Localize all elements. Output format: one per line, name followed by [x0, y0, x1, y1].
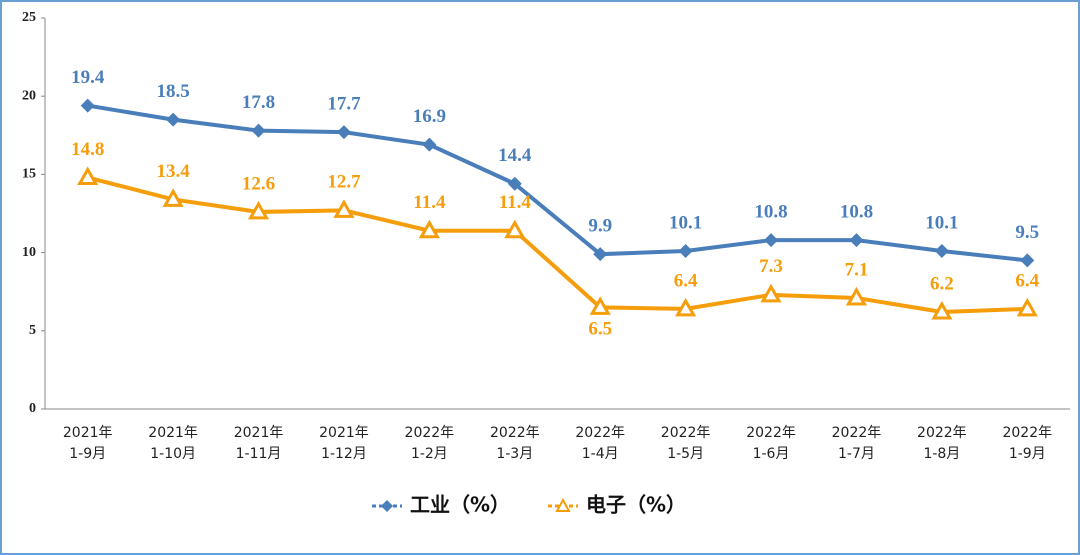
y-tick-label: 0 — [29, 401, 36, 416]
x-tick-label: 2022年 1-6月 — [746, 425, 796, 462]
marker — [931, 301, 953, 320]
x-tick-label-line: 1-4月 — [582, 446, 619, 462]
x-tick-label-line: 1-9月 — [69, 446, 106, 462]
legend-label: 工业（%） — [410, 493, 510, 517]
y-tick-label: 5 — [29, 323, 36, 338]
data-label: 10.8 — [840, 201, 873, 222]
marker — [589, 296, 611, 315]
marker — [80, 98, 95, 113]
series-line — [87, 103, 1028, 263]
marker — [247, 200, 270, 220]
marker — [1016, 297, 1038, 317]
x-tick-label-line: 2021年 — [148, 425, 198, 441]
marker — [845, 286, 868, 306]
legend-marker — [555, 497, 571, 512]
x-tick-label-line: 1-12月 — [321, 446, 367, 462]
marker — [764, 233, 779, 248]
marker — [934, 244, 949, 259]
marker — [849, 233, 864, 248]
marker — [678, 244, 693, 259]
x-tick-label-line: 1-7月 — [838, 446, 875, 462]
data-label: 13.4 — [157, 161, 191, 182]
series-line — [87, 175, 1028, 315]
y-tick-label: 25 — [22, 10, 36, 25]
data-label: 12.7 — [327, 172, 361, 193]
data-label: 9.5 — [1015, 222, 1039, 243]
data-label: 12.6 — [242, 173, 275, 194]
legend-marker — [381, 500, 393, 512]
x-tick-label: 2022年 1-2月 — [405, 425, 455, 462]
marker — [418, 219, 440, 239]
marker — [251, 123, 266, 138]
marker — [336, 125, 351, 140]
x-tick-label: 2021年 1-9月 — [63, 425, 113, 462]
marker — [593, 247, 608, 262]
x-tick-label: 2022年 1-9月 — [1002, 425, 1052, 462]
marker — [166, 112, 181, 127]
x-tick-label-line: 2022年 — [490, 425, 540, 441]
data-label: 6.2 — [930, 273, 954, 294]
y-tick-label: 20 — [22, 88, 36, 103]
marker — [1020, 253, 1035, 268]
x-tick-label: 2022年 1-7月 — [832, 425, 882, 462]
marker — [333, 199, 355, 218]
data-label: 18.5 — [157, 81, 190, 102]
y-tick-label: 15 — [22, 167, 36, 182]
data-label: 6.5 — [588, 319, 612, 340]
x-tick-label-line: 2021年 — [234, 425, 284, 441]
x-tick-label-line: 1-9月 — [1009, 446, 1046, 462]
x-tick-label-line: 2022年 — [661, 425, 711, 441]
data-label: 11.4 — [413, 192, 446, 213]
data-label: 9.9 — [588, 216, 612, 237]
marker — [504, 219, 526, 239]
x-tick-label: 2021年 1-12月 — [319, 425, 369, 462]
x-tick-label-line: 1-8月 — [923, 446, 960, 462]
data-label: 7.3 — [759, 256, 783, 277]
marker — [760, 283, 782, 303]
x-tick-label-line: 2022年 — [832, 425, 882, 441]
x-tick-label-line: 1-3月 — [496, 446, 533, 462]
x-tick-label-line: 2022年 — [917, 425, 967, 441]
data-label: 11.4 — [499, 192, 532, 213]
marker — [77, 166, 99, 186]
data-label: 6.4 — [674, 270, 698, 291]
marker — [162, 188, 184, 207]
data-label: 17.8 — [242, 92, 275, 113]
x-tick-label-line: 1-5月 — [667, 446, 704, 462]
x-tick-label: 2021年 1-10月 — [148, 425, 198, 462]
x-tick-label-line: 2022年 — [575, 425, 625, 441]
data-label: 14.4 — [498, 145, 532, 166]
data-label: 10.8 — [754, 201, 787, 222]
x-tick-label: 2021年 1-11月 — [234, 425, 284, 462]
x-tick-label-line: 1-10月 — [150, 446, 196, 462]
x-tick-label-line: 2021年 — [63, 425, 113, 441]
y-tick-label: 10 — [22, 245, 36, 260]
legend-label: 电子（%） — [586, 493, 686, 517]
data-label: 7.1 — [845, 259, 869, 280]
x-tick-label-line: 2021年 — [319, 425, 369, 441]
x-tick-label-line: 1-11月 — [236, 446, 282, 462]
x-tick-label-line: 2022年 — [405, 425, 455, 441]
x-tick-label: 2022年 1-8月 — [917, 425, 967, 462]
data-label: 14.8 — [71, 139, 104, 160]
x-tick-label-line: 2022年 — [1002, 425, 1052, 441]
marker — [675, 297, 697, 317]
x-tick-label-line: 2022年 — [746, 425, 796, 441]
x-tick-label-line: 1-6月 — [753, 446, 790, 462]
x-tick-label: 2022年 1-4月 — [575, 425, 625, 462]
data-label: 10.1 — [669, 212, 702, 233]
x-tick-label: 2022年 1-3月 — [490, 425, 540, 462]
data-label: 16.9 — [413, 106, 446, 127]
x-tick-label: 2022年 1-5月 — [661, 425, 711, 462]
data-label: 10.1 — [925, 212, 958, 233]
x-tick-label-line: 1-2月 — [411, 446, 448, 462]
data-label: 17.7 — [327, 94, 361, 115]
marker — [507, 176, 522, 191]
data-label: 6.4 — [1015, 270, 1039, 291]
marker — [422, 137, 437, 152]
data-label: 19.4 — [71, 67, 105, 88]
